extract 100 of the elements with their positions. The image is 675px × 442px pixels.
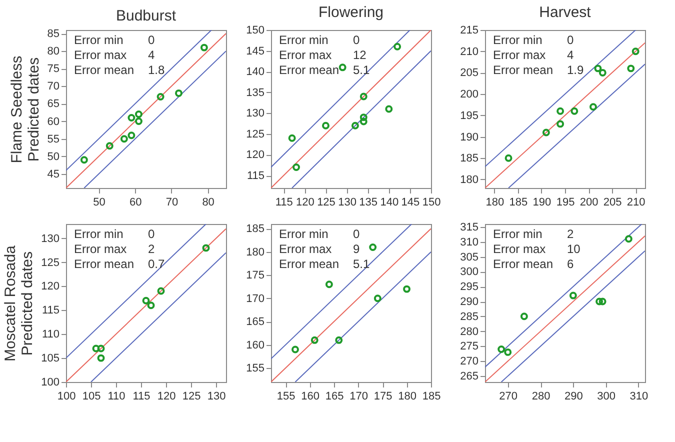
y-tick-label: 275 [460,340,478,353]
point [374,294,382,302]
y-tick-label: 295 [460,281,478,294]
y-tick-label: 65 [47,98,60,110]
point [97,354,105,362]
x-tick-label: 160 [301,390,320,402]
point [596,298,604,306]
point [632,48,640,56]
x-tick-label: 135 [359,196,378,208]
x-tick-label: 165 [325,390,344,402]
y-tick-label: 315 [460,221,478,234]
y-axis-title: Flame Seedless Predicted dates [8,56,42,164]
x-tick-label: 170 [350,390,368,402]
chart-title: Budburst [116,8,177,25]
x-tick-label: 280 [532,390,550,402]
y-tick-label: 130 [246,108,264,120]
y-tick-label: 310 [460,236,478,248]
text: Error min 0 [74,227,155,241]
y-tick-label: 150 [246,24,264,36]
annotation: Error mean 0.7 [74,257,166,271]
y-tick-label: 190 [460,131,478,144]
y-axis-title: Moscatel Rosada Predicted dates [2,244,36,362]
y-tick-label: 300 [460,266,478,278]
point [360,114,368,122]
y-tick-label: 160 [246,339,264,352]
point [174,89,182,97]
y-tick-label: 180 [460,174,478,186]
y-tick-label: 180 [246,246,264,258]
x-tick-label: 125 [317,196,336,208]
point [498,345,506,353]
x-tick-label: 155 [276,390,296,402]
x-tick-label: 200 [580,196,598,208]
point [156,92,164,100]
x-tick-label: 100 [57,390,76,402]
text: Error max 12 [279,48,366,62]
y-tick-label: 185 [460,152,478,165]
point [134,110,142,118]
text: Error max 9 [279,242,360,256]
x-tick-label: 290 [564,390,583,402]
annotation: Error mean 5.1 [279,63,370,77]
chart-title: Flowering [318,4,384,21]
y-tick-label: 210 [460,46,478,58]
point [157,287,165,295]
point [351,122,359,130]
x-tick-label: 105 [82,390,101,402]
point [385,105,393,113]
point [322,122,330,130]
point [542,128,550,136]
y-tick-label: 130 [41,232,60,245]
y-tick-label: 100 [41,376,60,388]
point [556,120,564,128]
x-tick-label: 70 [166,196,178,208]
text: Error max 4 [493,48,574,62]
y-tick-label: 185 [246,223,264,236]
x-tick-label: 180 [486,196,504,208]
point [202,244,210,252]
point [598,298,606,306]
point [325,280,333,288]
y-tick-label: 120 [41,280,60,293]
y-tick-label: 270 [460,356,478,368]
x-tick-label: 185 [509,196,528,208]
x-tick-label: 120 [296,196,314,208]
point [335,336,343,344]
x-tick-label: 270 [499,390,518,402]
point [403,285,410,293]
text: Error max 10 [493,242,580,256]
y-tick-label: 60 [47,116,60,128]
point [292,163,300,171]
x-tick-label: 80 [202,196,214,208]
x-tick-label: 115 [275,196,293,208]
point [594,64,602,72]
point [147,302,155,310]
y-tick-label: 290 [460,296,478,308]
point [106,142,114,150]
y-tick-label: 170 [246,292,264,305]
x-tick-label: 300 [597,390,616,402]
y-tick-label: 135 [246,86,264,99]
text: Error min 0 [279,33,360,47]
annotation: Error mean 1.8 [74,63,166,77]
y-tick-label: 215 [460,24,478,36]
point [570,107,578,115]
y-tick-label: 75 [47,63,60,76]
annotation: Error mean 6 [493,257,574,271]
x-tick-label: 120 [157,390,176,402]
point [338,64,346,72]
text: Error min 0 [493,33,574,47]
x-tick-label: 195 [556,196,575,208]
y-tick-label: 80 [47,46,60,58]
x-tick-label: 50 [93,196,106,208]
point [360,92,368,100]
x-tick-label: 140 [380,196,399,208]
point [504,348,512,356]
y-tick-label: 285 [460,310,478,323]
chart-title: Harvest [539,4,592,21]
y-tick-label: 200 [460,88,478,101]
x-tick-label: 310 [630,390,648,402]
y-tick-label: 45 [47,168,60,180]
y-tick-label: 165 [246,316,264,328]
x-tick-label: 185 [422,390,441,402]
point [360,118,368,126]
